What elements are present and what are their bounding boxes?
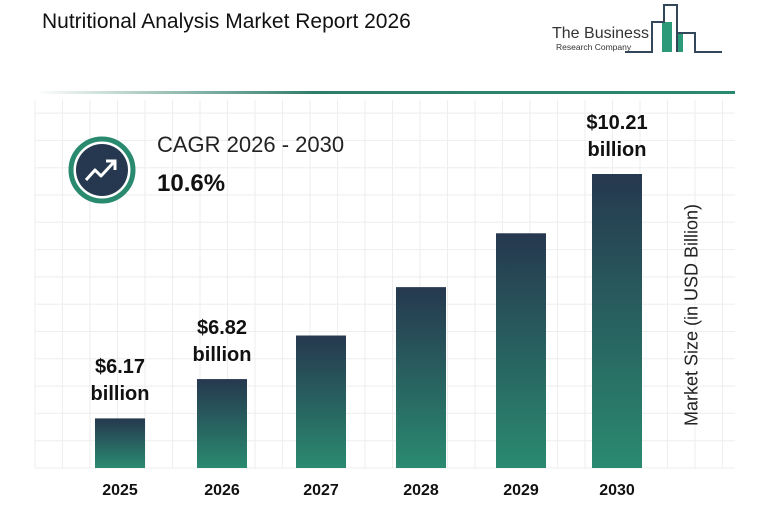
data-label: $6.82 billion — [193, 315, 252, 369]
logo-line1: The Business — [552, 25, 649, 42]
x-tick-label: 2028 — [403, 482, 439, 499]
company-logo: The Business Research Company — [540, 0, 740, 70]
bar-2030 — [592, 174, 642, 468]
x-tick-label: 2026 — [204, 482, 240, 499]
cagr-trend-up-icon — [68, 136, 136, 204]
bars — [95, 174, 642, 468]
y-axis-label: Market Size (in USD Billion) — [681, 203, 702, 427]
data-label: $10.21 billion — [586, 110, 647, 164]
bar-2026 — [197, 379, 247, 468]
data-label: $6.17 billion — [91, 354, 150, 408]
logo-buildings-icon — [625, 4, 722, 53]
data-label-unit: billion — [90, 383, 150, 406]
x-tick-label: 2030 — [599, 482, 635, 499]
bar-2025 — [95, 418, 145, 468]
bar-2029 — [496, 233, 546, 468]
x-tick-label: 2027 — [303, 482, 339, 499]
page-title: Nutritional Analysis Market Report 2026 — [42, 10, 411, 33]
data-label-unit: billion — [192, 344, 252, 367]
bar-2028 — [396, 287, 446, 468]
data-label-value: $6.82 — [196, 317, 248, 340]
data-label-value: $6.17 — [94, 356, 146, 379]
header-divider — [35, 91, 735, 94]
cagr-value: 10.6% — [157, 170, 226, 197]
logo-line2: Research Company — [556, 42, 632, 52]
cagr-label: CAGR 2026 - 2030 — [157, 132, 345, 157]
data-label-value: $10.21 — [586, 112, 648, 134]
x-tick-label: 2025 — [102, 482, 138, 499]
bar-2027 — [296, 335, 346, 468]
data-label-unit: billion — [587, 139, 647, 161]
x-tick-label: 2029 — [503, 482, 539, 499]
